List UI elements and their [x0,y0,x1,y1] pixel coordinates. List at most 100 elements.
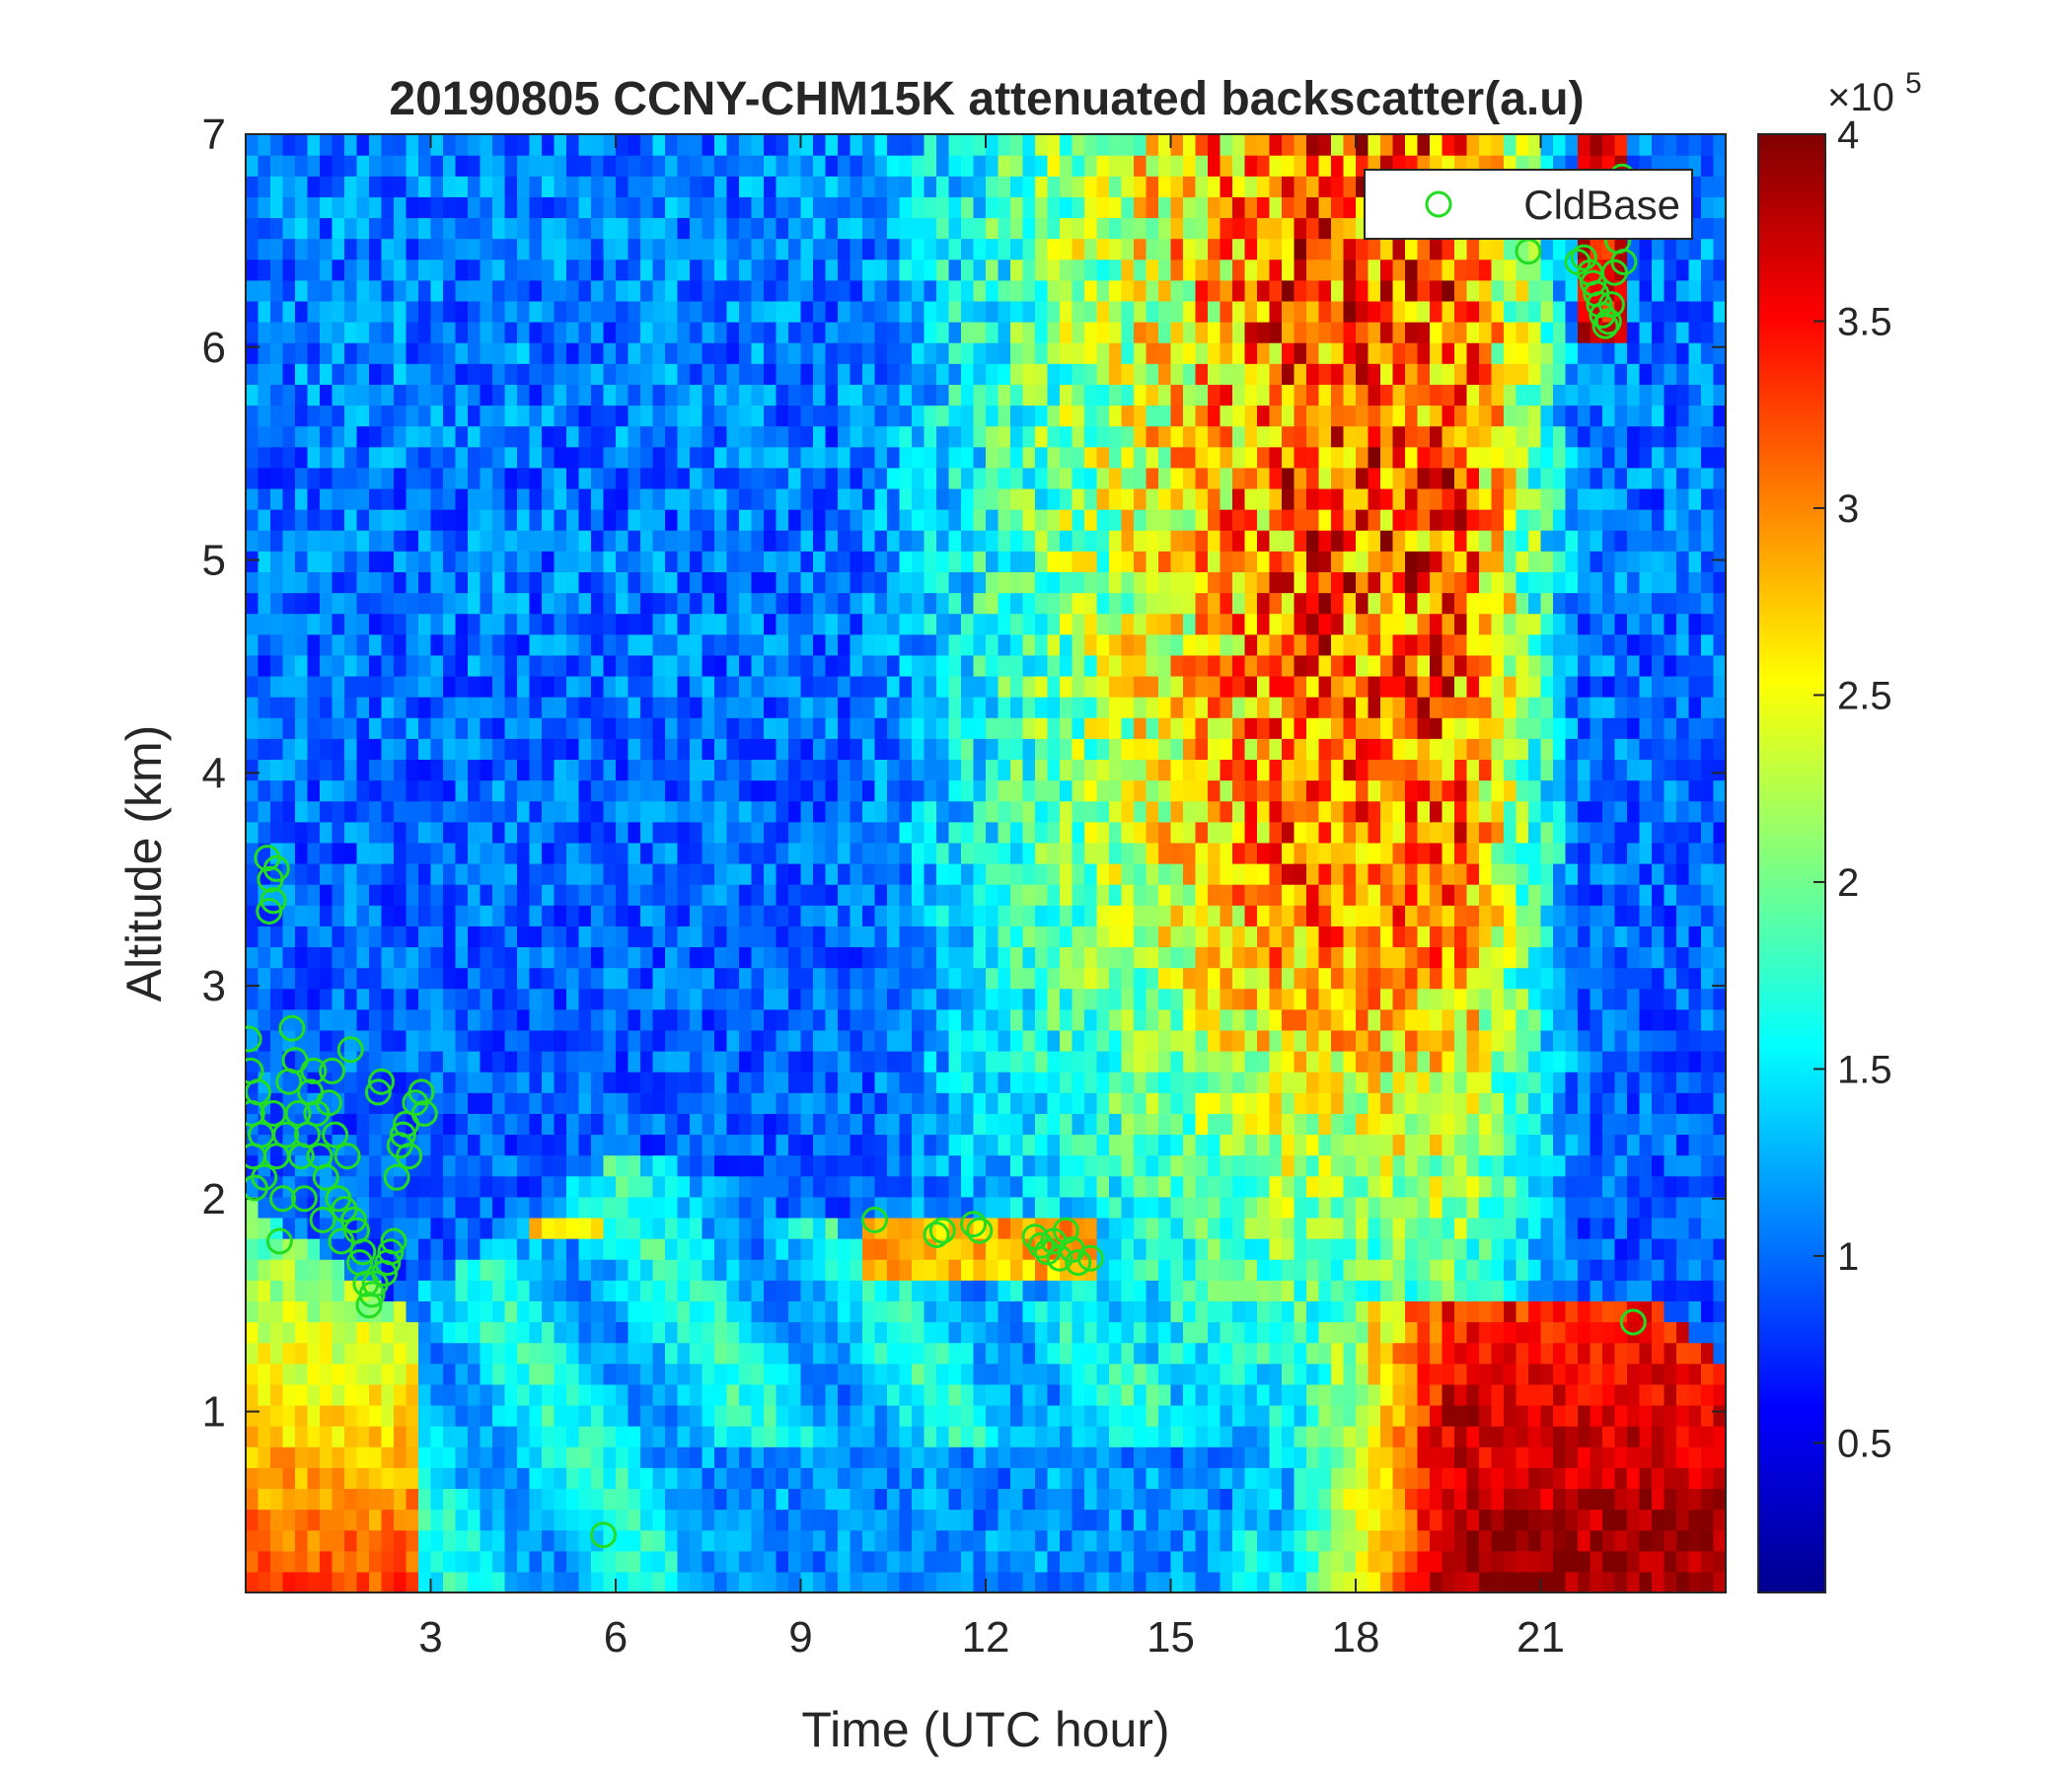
heatmap-cell [628,259,641,281]
heatmap-cell [578,1196,592,1219]
heatmap-cell [714,863,728,885]
heatmap-cell [1060,322,1073,343]
heatmap-cell [714,155,728,177]
heatmap-cell [665,800,679,823]
heatmap-cell [986,196,999,219]
heatmap-cell [850,946,863,969]
heatmap-cell [332,217,345,240]
heatmap-cell [640,800,654,823]
heatmap-cell [838,155,851,177]
heatmap-cell [998,1509,1011,1531]
heatmap-cell [874,1571,888,1592]
heatmap-cell [578,384,592,407]
heatmap-cell [640,738,654,761]
heatmap-cell [813,1029,827,1052]
heatmap-cell [246,863,259,885]
heatmap-cell [246,1342,259,1365]
heatmap-cell [554,342,567,364]
heatmap-cell [998,1342,1011,1365]
heatmap-cell [998,842,1011,864]
heatmap-cell [529,1404,543,1427]
heatmap-cell [492,279,506,302]
heatmap-cell [1010,342,1024,364]
heatmap-cell [776,1383,789,1406]
heatmap-cell [492,592,506,615]
heatmap-cell [603,176,617,197]
heatmap-cell [517,384,531,407]
heatmap-cell [554,738,567,761]
heatmap-cell [936,1196,950,1219]
heatmap-cell [430,738,444,761]
heatmap-cell [912,821,925,844]
heatmap-cell [1109,1571,1123,1592]
heatmap-cell [702,613,715,635]
heatmap-cell [542,1529,555,1552]
heatmap-cell [578,884,592,906]
heatmap-cell [986,592,999,615]
heatmap-cell [542,1154,555,1177]
heatmap-cell [566,1488,580,1511]
heatmap-cell [504,1321,518,1344]
heatmap-cell [764,1342,777,1365]
heatmap-cell [887,1300,901,1323]
heatmap-cell [1109,1092,1123,1114]
heatmap-cell [1109,842,1123,864]
heatmap-cell [973,1446,987,1468]
heatmap-cell [369,300,383,323]
heatmap-cell [295,1426,309,1447]
heatmap-cell [948,1363,962,1385]
heatmap-cell [468,1529,481,1552]
heatmap-cell [307,196,321,219]
heatmap-cell [628,1029,641,1052]
heatmap-cell [1010,946,1024,969]
heatmap-cell [800,155,814,177]
heatmap-cell [1096,238,1110,260]
heatmap-cell [825,1467,839,1490]
heatmap-cell [776,1072,789,1093]
heatmap-cell [652,279,666,302]
heatmap-cell [1121,1550,1135,1573]
heatmap-cell [838,1509,851,1531]
heatmap-cell [628,1134,641,1156]
heatmap-cell [344,1154,358,1177]
heatmap-cell [1047,1072,1061,1093]
heatmap-cell [1060,1509,1073,1531]
heatmap-cell [677,467,691,489]
heatmap-cell [825,842,839,864]
heatmap-cell [406,509,419,531]
heatmap-cell [542,300,555,323]
heatmap-cell [529,1363,543,1385]
heatmap-cell [542,467,555,489]
heatmap-cell [307,884,321,906]
heatmap-cell [517,1008,531,1031]
heatmap-cell [936,425,950,448]
heatmap-cell [258,697,271,718]
heatmap-cell [998,384,1011,407]
heatmap-cell [1047,1363,1061,1385]
heatmap-cell [825,592,839,615]
heatmap-cell [924,1342,937,1365]
heatmap-cell [677,1029,691,1052]
heatmap-cell [1047,1383,1061,1406]
heatmap-cell [529,134,543,156]
heatmap-cell [986,155,999,177]
heatmap-cell [1022,1072,1036,1093]
heatmap-cell [430,842,444,864]
heatmap-cell [1047,1113,1061,1136]
heatmap-cell [986,1321,999,1344]
heatmap-cell [887,571,901,594]
heatmap-cell [751,1280,765,1301]
heatmap-cell [430,988,444,1010]
heatmap-cell [1060,842,1073,864]
heatmap-cell [1084,1363,1098,1385]
heatmap-cell [800,1342,814,1365]
heatmap-cell [862,405,876,427]
heatmap-cell [640,946,654,969]
heatmap-cell [468,425,481,448]
heatmap-cell [1035,717,1049,739]
heatmap-cell [776,196,789,219]
heatmap-cell [282,134,296,156]
heatmap-cell [270,1467,284,1490]
heatmap-cell [739,1509,753,1531]
heatmap-cell [394,446,407,469]
